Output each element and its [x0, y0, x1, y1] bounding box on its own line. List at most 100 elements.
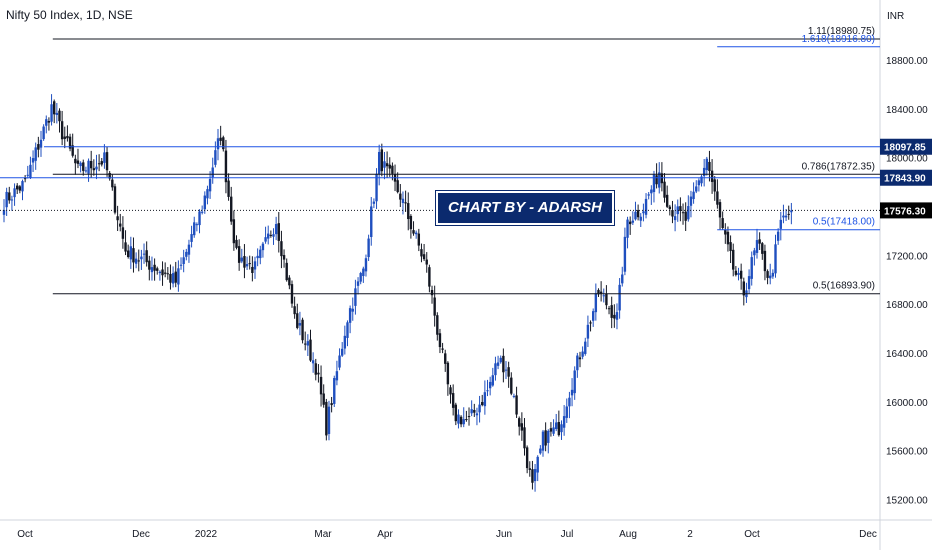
candle-body — [676, 206, 679, 215]
candle-body — [446, 362, 450, 385]
y-tick-label: 15600.00 — [886, 447, 928, 458]
candle-body — [55, 112, 59, 115]
candle-body — [547, 430, 550, 443]
x-tick-label: Mar — [314, 529, 332, 540]
candle-body — [774, 244, 777, 274]
candle-body — [776, 231, 780, 241]
candle-body — [758, 239, 761, 244]
candle-body — [364, 258, 368, 272]
candle-body — [311, 360, 315, 364]
candle-body — [230, 196, 233, 222]
y-tick-label: 16400.00 — [886, 349, 928, 360]
candle-body — [82, 162, 85, 171]
candle-body — [26, 174, 29, 176]
candle-body — [134, 258, 138, 264]
candle-body — [739, 270, 743, 279]
candle-body — [623, 236, 627, 272]
candle-body — [359, 273, 362, 282]
candle-body — [568, 397, 571, 407]
candle-body — [449, 387, 452, 395]
candle-body — [240, 257, 243, 262]
last-price-label: 17576.30 — [884, 206, 926, 217]
candle-body — [280, 241, 283, 257]
candle-body — [470, 409, 473, 414]
candle-body — [576, 355, 579, 371]
candle-body — [47, 120, 51, 123]
candle-body — [636, 210, 640, 218]
candle-body — [372, 201, 376, 204]
candle-body — [179, 264, 183, 266]
candle-body — [457, 414, 460, 424]
candle-body — [763, 250, 767, 272]
candle-body — [597, 289, 600, 295]
candle-body — [510, 377, 513, 394]
candle-body — [367, 238, 370, 258]
candle-body — [277, 223, 280, 241]
candle-body — [203, 195, 207, 210]
candle-body — [496, 362, 500, 366]
candle-body — [148, 260, 151, 270]
candle-body — [126, 250, 130, 258]
candle-body — [742, 281, 745, 296]
candle-body — [531, 469, 534, 483]
candle-body — [618, 284, 621, 311]
candle-body — [626, 219, 629, 238]
candle-body — [422, 254, 426, 260]
candle-body — [697, 180, 701, 186]
level-label: 1.618(18916.80) — [802, 34, 875, 45]
candle-body — [708, 161, 711, 171]
candle-body — [438, 333, 442, 348]
candle-body — [613, 314, 616, 319]
candle-body — [718, 202, 722, 218]
candle-body — [454, 404, 458, 422]
candle-body — [787, 213, 790, 215]
candle-body — [557, 421, 561, 436]
candle-body — [53, 101, 56, 115]
candle-body — [761, 243, 764, 254]
candle-body — [89, 160, 93, 169]
candle-body — [716, 191, 719, 205]
candle-body — [288, 277, 291, 286]
candle-body — [103, 152, 106, 163]
candle-body — [750, 257, 753, 279]
candle-body — [737, 272, 740, 275]
x-tick-label: Oct — [744, 529, 760, 540]
candle-body — [351, 308, 354, 312]
candle-body — [488, 381, 492, 389]
candle-body — [692, 191, 695, 200]
candle-body — [555, 422, 558, 430]
candle-body — [586, 324, 590, 339]
x-tick-label: Jun — [496, 529, 512, 540]
candle-body — [459, 416, 463, 425]
candle-body — [784, 215, 788, 218]
candle-body — [293, 306, 296, 315]
candle-body — [660, 173, 664, 184]
candle-body — [335, 371, 339, 381]
candle-body — [253, 261, 257, 270]
candle-body — [10, 199, 14, 201]
level-badge — [880, 138, 932, 155]
candle-body — [444, 353, 447, 364]
candle-body — [261, 243, 265, 251]
candle-body — [465, 419, 468, 421]
candle-body — [356, 281, 360, 286]
candle-body — [31, 158, 35, 163]
candle-body — [589, 322, 592, 324]
candle-body — [399, 193, 402, 200]
candle-body — [523, 427, 526, 449]
candle-body — [536, 456, 539, 473]
candle-body — [63, 136, 66, 139]
candle-body — [76, 160, 80, 164]
candle-body — [237, 246, 241, 263]
candle-body — [166, 273, 170, 275]
candle-body — [325, 401, 328, 436]
candle-body — [87, 160, 90, 174]
candle-body — [560, 424, 563, 433]
candle-body — [245, 264, 249, 267]
candle-body — [211, 167, 214, 178]
candle-body — [766, 271, 769, 278]
candle-body — [327, 406, 331, 434]
candle-body — [333, 378, 336, 404]
candle-body — [208, 179, 212, 192]
